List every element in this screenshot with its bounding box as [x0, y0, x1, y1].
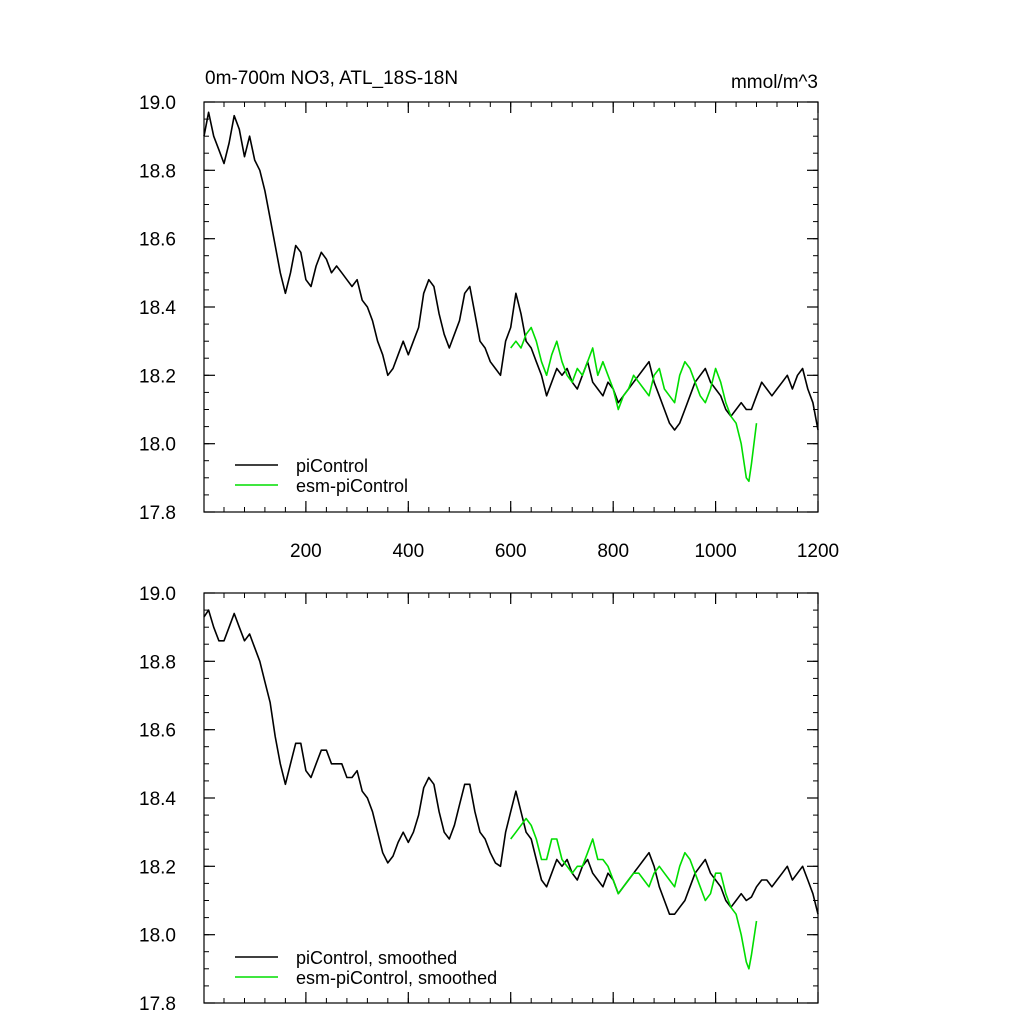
- major-ticks-bottom: [204, 592, 819, 1004]
- series-line-esm-picontrol-smoothed: [510, 817, 758, 970]
- x-tick-label: 1000: [694, 541, 736, 562]
- y-tick-label: 19.0: [139, 93, 176, 114]
- top-panel: 0m-700m NO3, ATL_18S-18N mmol/m^3 17.8 18…: [139, 68, 839, 562]
- y-tick-label: 18.0: [139, 926, 176, 947]
- bottom-panel: 17.8 18.0 18.2 18.4 18.6 18.8 19.0 piControl, …: [139, 584, 819, 1015]
- x-tick-labels-top: 200 400 600 800 1000 1200: [290, 541, 839, 562]
- series-layer-bottom: [203, 609, 819, 970]
- y-tick-label: 18.6: [139, 721, 176, 742]
- legend-label-esm-picontrol-smoothed: esm-piControl, smoothed: [296, 968, 497, 988]
- plot-frame-top: [203, 101, 819, 513]
- y-tick-label: 17.8: [139, 994, 176, 1015]
- y-tick-label: 18.4: [139, 789, 176, 810]
- series-line-esm-picontrol: [510, 326, 758, 483]
- y-tick-label: 18.6: [139, 230, 176, 251]
- y-tick-label: 17.8: [139, 503, 176, 524]
- minor-ticks-bottom: [204, 592, 819, 1004]
- y-tick-labels-top: 17.8 18.0 18.2 18.4 18.6 18.8 19.0: [139, 93, 176, 524]
- chart-title: 0m-700m NO3, ATL_18S-18N: [205, 68, 458, 89]
- y-tick-labels-bottom: 17.8 18.0 18.2 18.4 18.6 18.8 19.0: [139, 584, 176, 1015]
- y-tick-label: 18.4: [139, 298, 176, 319]
- x-tick-label: 1200: [797, 541, 839, 562]
- legend-label-picontrol-smoothed: piControl, smoothed: [296, 948, 457, 968]
- y-tick-label: 18.2: [139, 366, 176, 387]
- y-tick-label: 19.0: [139, 584, 176, 605]
- y-tick-label: 18.0: [139, 435, 176, 456]
- x-tick-label: 600: [495, 541, 527, 562]
- x-tick-label: 400: [392, 541, 424, 562]
- minor-ticks-top: [204, 101, 819, 513]
- y-tick-label: 18.8: [139, 161, 176, 182]
- x-tick-label: 200: [290, 541, 322, 562]
- legend-label-esm-picontrol: esm-piControl: [296, 476, 408, 496]
- legend-label-picontrol: piControl: [296, 456, 368, 476]
- x-tick-label: 800: [597, 541, 629, 562]
- units-label: mmol/m^3: [731, 72, 818, 93]
- y-tick-label: 18.8: [139, 652, 176, 673]
- plot-frame-bottom: [203, 592, 819, 1004]
- series-line-picontrol: [203, 111, 819, 431]
- major-ticks-top: [204, 101, 819, 513]
- series-layer-top: [203, 111, 819, 483]
- series-line-picontrol-smoothed: [203, 609, 819, 916]
- y-tick-label: 18.2: [139, 857, 176, 878]
